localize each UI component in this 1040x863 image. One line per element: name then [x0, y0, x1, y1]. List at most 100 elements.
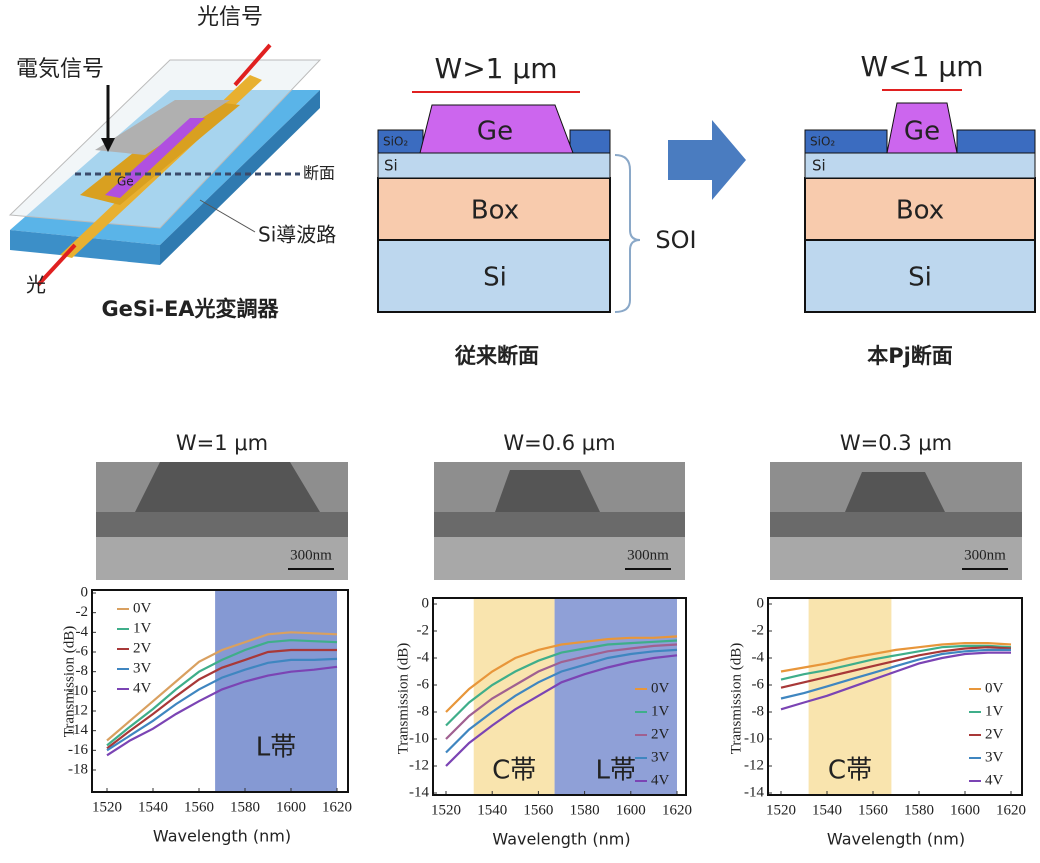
y-axis-label: Transmission (dB) [395, 643, 411, 755]
y-tick-label: -10 [409, 730, 429, 746]
y-tick-label: -14 [744, 784, 764, 800]
light-out-arrow [233, 43, 272, 87]
y-tick-label: 0 [757, 595, 765, 611]
sem-layer [770, 512, 1022, 537]
series-line [106, 657, 338, 752]
series-line [445, 635, 678, 713]
label: SiO₂ [810, 135, 835, 149]
sem-layer [434, 537, 685, 580]
label: Si [483, 263, 507, 293]
series-line [445, 643, 678, 740]
y-tick-label: -4 [417, 649, 430, 665]
y-axis-label: Transmission (dB) [728, 643, 744, 755]
arrow-head [101, 138, 115, 152]
legend-label: 4V [133, 680, 152, 696]
y-tick-label: -12 [409, 757, 429, 773]
legend-label: 0V [985, 680, 1004, 696]
x-tick-label: 1560 [858, 802, 888, 818]
si-layer [804, 152, 1036, 179]
legend-label: 1V [651, 703, 670, 719]
sem-layer [770, 537, 1022, 580]
label: Box [471, 196, 519, 226]
series-line [106, 631, 338, 742]
si-layer [377, 152, 611, 179]
label: Si [384, 157, 398, 175]
label: 光信号 [197, 5, 263, 30]
plot-frame [91, 589, 349, 793]
y-tick-label: -12 [68, 702, 88, 718]
image-title: W=0.3 μm [840, 431, 952, 455]
series-line [780, 646, 1012, 689]
legend-label: 3V [651, 749, 670, 765]
y-tick-label: -14 [68, 722, 88, 738]
y-tick-label: -12 [744, 757, 764, 773]
x-tick-label: 1600 [276, 799, 306, 815]
x-tick-label: 1600 [616, 802, 646, 818]
y-tick-label: 0 [422, 595, 430, 611]
label: W>1 μm [435, 52, 558, 85]
si-substrate [377, 239, 611, 313]
scale-label: 300nm [290, 547, 332, 563]
ge [886, 102, 958, 154]
series-line [780, 648, 1011, 700]
caption: 本Pj断面 [867, 344, 953, 368]
series-line [445, 639, 678, 727]
legend-label: 1V [985, 703, 1004, 719]
legend-label: 4V [651, 772, 670, 788]
x-tick-label: 1580 [904, 802, 934, 818]
y-tick-label: -14 [409, 784, 429, 800]
x-tick-label: 1540 [812, 802, 842, 818]
label: 光 [26, 273, 46, 297]
x-axis-label: Wavelength (nm) [827, 830, 965, 849]
conventional-section: W>1 μm Ge SiO₂ Si Box Si SOI 従来断面 [377, 52, 697, 368]
scale-bar [625, 568, 671, 570]
x-tick-label: 1600 [950, 802, 980, 818]
scale-bar [962, 568, 1008, 570]
y-tick-label: -8 [752, 703, 765, 719]
ge-strip [105, 118, 205, 198]
image-title: W=0.6 μm [503, 431, 615, 455]
x-tick-label: 1520 [92, 799, 122, 815]
label: Ge [904, 117, 940, 147]
x-tick-label: 1620 [322, 799, 352, 815]
legend-label: 0V [133, 600, 152, 616]
y-tick-label: -6 [752, 676, 765, 692]
x-tick-label: 1620 [996, 802, 1026, 818]
light-in-arrow [36, 243, 77, 287]
label: Si [812, 157, 826, 175]
label: Box [896, 196, 944, 226]
legend-label: 2V [133, 640, 152, 656]
ge [419, 104, 574, 154]
x-tick-label: 1560 [523, 802, 553, 818]
x-tick-label: 1620 [662, 802, 692, 818]
x-tick-label: 1560 [184, 799, 214, 815]
sem-layer [96, 512, 348, 537]
legend-label: 3V [133, 660, 152, 676]
sem-ge [495, 470, 600, 512]
sem-ge [845, 472, 945, 512]
legend-label: 3V [985, 749, 1004, 765]
y-tick-label: -10 [68, 683, 88, 699]
x-axis-label: Wavelength (nm) [153, 827, 291, 846]
caption: GeSi-EA光変調器 [101, 297, 279, 321]
box-layer [377, 177, 611, 241]
series-line [445, 648, 678, 754]
x-tick-label: 1540 [138, 799, 168, 815]
proposed-section: W<1 μm Ge SiO₂ Si Box Si 本Pj断面 [804, 50, 1036, 368]
y-tick-label: -8 [417, 703, 430, 719]
caption: 従来断面 [454, 344, 539, 368]
series-line [780, 642, 1012, 673]
label: SOI [655, 226, 696, 254]
label: 断面 [303, 164, 335, 183]
y-tick-label: -2 [417, 622, 430, 638]
plot-frame [432, 597, 687, 796]
y-tick-label: -18 [68, 761, 88, 777]
sio2 [804, 129, 888, 154]
band-label: L帯 [596, 756, 637, 786]
y-tick-label: -6 [417, 676, 430, 692]
x-tick-label: 1520 [766, 802, 796, 818]
sem-layer [96, 537, 348, 580]
y-tick-label: -4 [76, 624, 89, 640]
x-tick-label: 1580 [230, 799, 260, 815]
